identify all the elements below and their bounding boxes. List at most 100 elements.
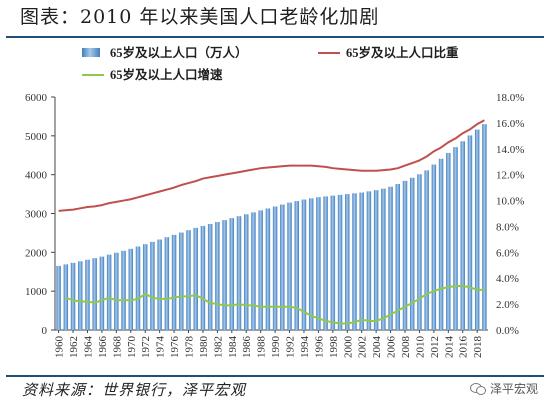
right-tick-label: 12.0% [496,170,524,182]
bar [409,177,415,330]
bar [417,174,422,330]
brand-watermark: 泽平宏观 [469,380,538,397]
x-tick-label: 1994 [299,336,311,359]
bar [460,141,465,330]
bar [157,239,162,330]
chart-axes [51,96,488,333]
x-tick-label: 2008 [400,336,412,359]
bar [316,197,321,330]
right-tick-label: 18.0% [496,92,524,104]
x-tick-label: 1986 [241,336,253,359]
bar [373,190,379,330]
bar [150,241,155,330]
left-tick-label: 1000 [25,286,48,298]
right-tick-label: 10.0% [496,196,524,208]
right-tick-label: 2.0% [496,299,519,311]
bar [251,212,256,330]
bar [56,265,61,330]
bar [85,259,90,330]
tick-labels: 0 1000 2000 3000 4000 5000 6000 0.0% 2.0% 4.0% 6.0… [25,92,524,358]
right-tick-label: 0.0% [496,325,519,337]
bar [359,192,364,330]
right-tick-label: 14.0% [496,144,524,156]
bar [345,194,350,330]
bar [294,201,299,330]
bar [179,232,184,330]
bar [222,220,227,330]
x-tick-label: 2006 [386,336,398,359]
bar [63,264,69,330]
left-tick-label: 2000 [25,247,48,259]
bar [121,250,126,330]
bar [388,186,393,330]
x-tick-label: 1974 [155,336,167,359]
bar [99,256,105,330]
right-tick-label: 16.0% [496,118,524,130]
bar [215,222,220,330]
x-tick-label: 2010 [414,336,426,359]
x-tick-label: 2012 [429,336,441,358]
bar [402,180,408,330]
x-tick-label: 1980 [198,336,210,359]
line-series [58,119,485,325]
bar [395,183,401,330]
bar [438,158,444,330]
bar [200,225,206,330]
chart-legend: 65岁及以上人口（万人） 65岁及以上人口比重 65岁及以上人口增速 [82,45,459,82]
x-tick-label: 1982 [212,336,224,358]
bar [142,244,148,330]
bar [467,135,473,330]
legend-label: 65岁及以上人口（万人） [110,45,248,60]
brand-label: 泽平宏观 [489,382,538,396]
bar [323,196,328,330]
right-tick-label: 6.0% [496,247,519,259]
bar [106,254,112,330]
legend-label: 65岁及以上人口比重 [346,45,459,60]
bar [337,194,343,330]
bar [272,206,278,330]
bar-series-population [56,124,487,330]
x-tick-label: 1968 [111,336,123,359]
x-tick-label: 1970 [126,336,138,359]
bar [193,227,198,330]
x-tick-label: 2014 [443,336,455,359]
bar [474,129,480,330]
bar [366,191,372,330]
x-tick-label: 1962 [68,336,80,358]
bar [128,248,134,330]
bar [381,188,386,330]
x-tick-label: 2004 [371,336,383,359]
bar [92,258,97,330]
x-tick-label: 1998 [328,336,340,359]
x-tick-label: 1992 [285,336,297,358]
x-tick-label: 2002 [357,336,369,358]
bar [229,218,235,330]
bar [446,152,451,330]
aging-chart: 0 1000 2000 3000 4000 5000 6000 0.0% 2.0% 4.0% 6.0… [25,45,524,358]
bar [482,124,487,330]
bar [164,237,170,330]
bar [287,202,292,330]
left-tick-label: 6000 [25,92,48,104]
bar [280,204,285,330]
bar [207,223,213,330]
line-series-growth [65,284,485,325]
source-note: 资料来源：世界银行，泽平宏观 [22,381,247,399]
x-tick-label: 1976 [169,336,181,359]
bar [258,210,263,330]
bar [135,246,141,330]
bar [330,195,336,330]
x-tick-label: 1984 [227,336,239,359]
right-tick-label: 8.0% [496,221,519,233]
x-tick-label: 2000 [342,336,354,359]
page-title: 图表：2010 年以来美国人口老龄化加剧 [20,6,380,28]
bar [352,193,357,330]
x-tick-label: 1978 [184,336,196,359]
bar [70,262,76,330]
x-tick-label: 1960 [54,336,66,359]
x-tick-label: 1964 [82,336,94,359]
bar [265,208,271,330]
right-tick-label: 4.0% [496,273,519,285]
bar [236,216,242,330]
bar [78,261,83,330]
